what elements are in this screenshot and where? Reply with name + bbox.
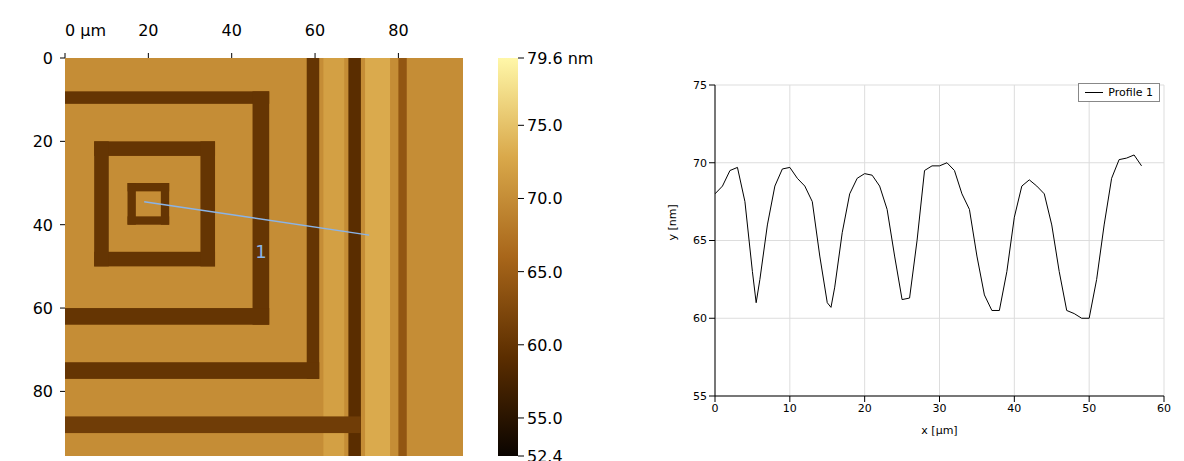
svg-text:55.0: 55.0 — [527, 409, 563, 428]
svg-text:60: 60 — [305, 21, 325, 40]
svg-text:20: 20 — [858, 402, 872, 415]
svg-text:79.6 nm: 79.6 nm — [527, 49, 593, 68]
svg-text:75.0: 75.0 — [527, 116, 563, 135]
svg-text:40: 40 — [222, 21, 242, 40]
svg-text:50: 50 — [1082, 402, 1096, 415]
svg-text:10: 10 — [783, 402, 797, 415]
svg-text:20: 20 — [33, 132, 53, 151]
svg-text:1: 1 — [255, 241, 266, 262]
svg-text:80: 80 — [388, 21, 408, 40]
svg-text:0 µm: 0 µm — [65, 21, 106, 40]
svg-text:52.4: 52.4 — [527, 447, 563, 461]
html-text:Profile 1: Profile 1 — [1108, 86, 1153, 99]
svg-text:75: 75 — [693, 79, 707, 92]
svg-text:60: 60 — [33, 299, 53, 318]
svg-text:0: 0 — [43, 49, 53, 68]
svg-text:55: 55 — [693, 390, 707, 403]
svg-text:60: 60 — [1157, 402, 1171, 415]
svg-text:40: 40 — [33, 216, 53, 235]
svg-text:65: 65 — [693, 234, 707, 247]
svg-text:20: 20 — [138, 21, 158, 40]
svg-text:70: 70 — [693, 157, 707, 170]
svg-text:80: 80 — [33, 382, 53, 401]
svg-text:0: 0 — [712, 402, 719, 415]
svg-text:40: 40 — [1007, 402, 1021, 415]
svg-text:65.0: 65.0 — [527, 263, 563, 282]
svg-text:y [nm]: y [nm] — [666, 204, 679, 240]
svg-text:60.0: 60.0 — [527, 336, 563, 355]
svg-text:70.0: 70.0 — [527, 189, 563, 208]
svg-text:30: 30 — [933, 402, 947, 415]
svg-text:60: 60 — [693, 312, 707, 325]
svg-text:x [µm]: x [µm] — [921, 424, 957, 437]
